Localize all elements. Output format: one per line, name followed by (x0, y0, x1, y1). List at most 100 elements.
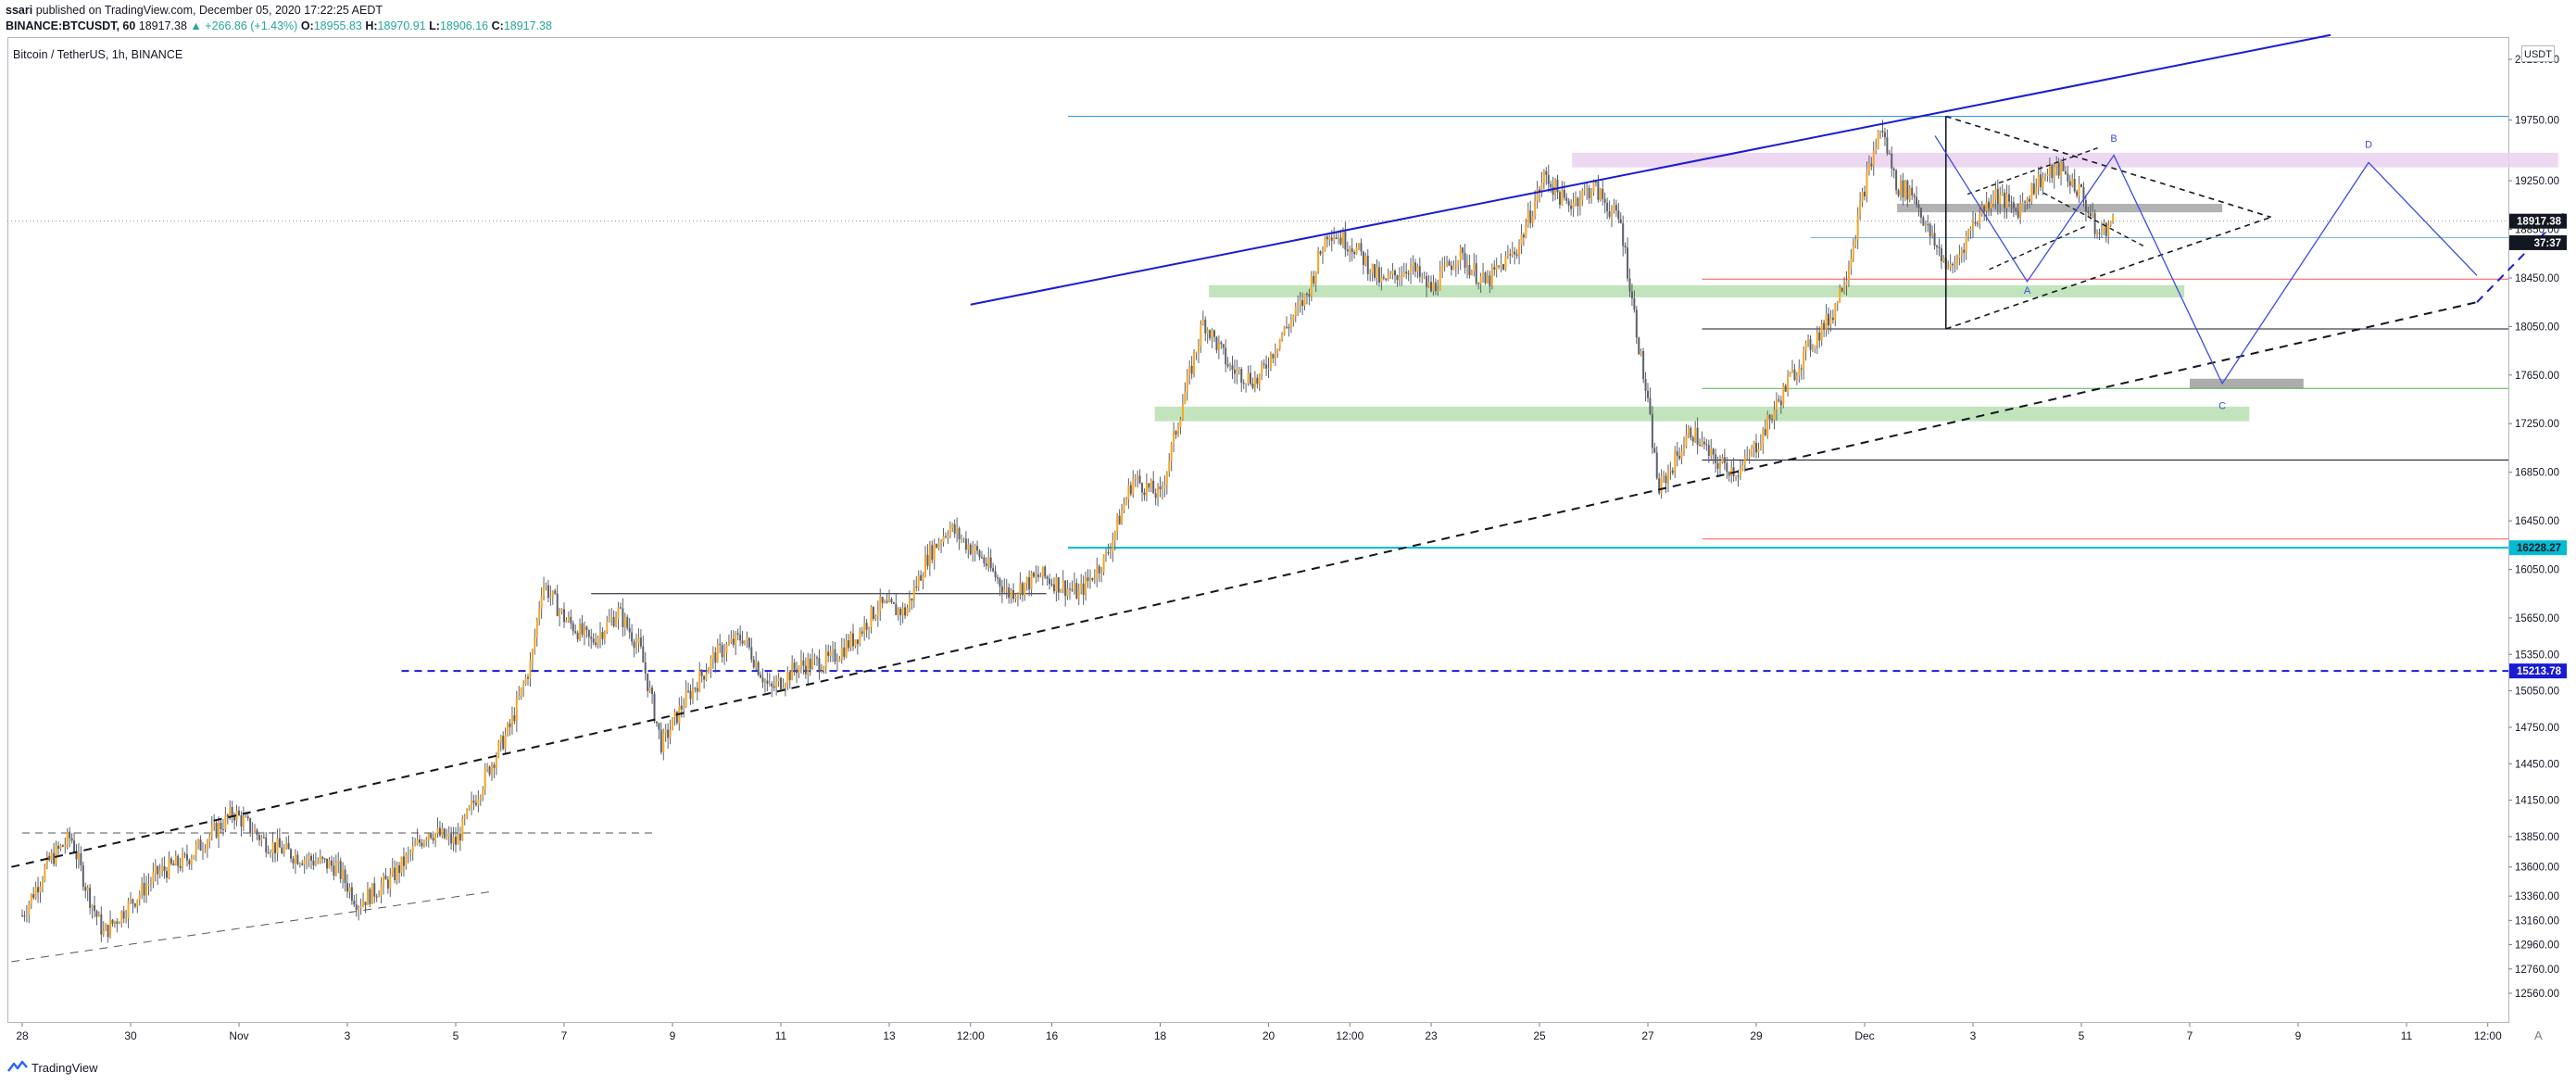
auto-scale-icon[interactable]: A (2534, 1028, 2543, 1042)
candle-body (2068, 181, 2071, 186)
candle-body (703, 675, 706, 680)
candle-body (1988, 201, 1991, 208)
candle-body (1588, 188, 1590, 198)
x-tick-label: 23 (1425, 1029, 1438, 1042)
candle-body (384, 876, 387, 880)
candle-body (1831, 317, 1834, 321)
candle-body (1823, 322, 1826, 330)
candle-body (1245, 383, 1248, 385)
candle-body (1407, 273, 1410, 275)
candle-body (1938, 246, 1941, 249)
candle-body (405, 854, 408, 866)
candle-body (1358, 243, 1360, 247)
candle-body (760, 675, 762, 678)
candle-body (1159, 486, 1162, 490)
candle-body (768, 683, 771, 685)
y-tick-label: 13600.00 (2515, 863, 2559, 874)
candle-body (1536, 189, 1539, 202)
candle-body (1624, 246, 1627, 248)
candle-body (961, 538, 962, 540)
candle-body (545, 585, 547, 587)
candle-body (39, 886, 42, 893)
candle-body (441, 828, 444, 836)
candle-body (107, 925, 109, 938)
candle-body (1418, 266, 1421, 277)
candle-body (1274, 352, 1276, 359)
chart-frame[interactable] (7, 37, 2509, 1023)
price-label-bg (2509, 213, 2567, 229)
candle-body (906, 607, 909, 616)
candle-body (766, 680, 769, 684)
candle-body (581, 623, 584, 635)
candle-body (1683, 446, 1685, 452)
candle-body (834, 649, 836, 662)
candle-body (1669, 470, 1672, 472)
candle-body (2037, 174, 2040, 188)
candle-body (741, 640, 744, 644)
y-tick-label: 16450.00 (2515, 516, 2559, 527)
candle-body (308, 855, 310, 860)
candle-body (1253, 377, 1256, 388)
candle-body (2071, 179, 2074, 186)
candle-body (471, 800, 473, 807)
candle-body (452, 837, 455, 844)
candle-body (1751, 448, 1753, 457)
candle-body (1261, 363, 1263, 374)
high-value: 18970.91 (377, 19, 426, 32)
candle-body (1324, 236, 1326, 252)
candle-body (1897, 190, 1900, 196)
candle-body (64, 844, 67, 847)
candle-body (2093, 212, 2096, 234)
candle-body (1655, 452, 1658, 479)
candle-body (507, 723, 509, 735)
candle-body (303, 859, 306, 865)
candle-body (1958, 255, 1961, 258)
candle-body (658, 723, 660, 730)
candle-body (1919, 208, 1922, 218)
candle-body (2008, 194, 2010, 202)
candle-body (2040, 174, 2042, 188)
candle-body (1437, 290, 1439, 292)
candle-body (1529, 210, 1532, 223)
x-tick-label: 18 (1154, 1029, 1167, 1042)
candle-body (2005, 194, 2008, 208)
candle-body (1789, 372, 1791, 377)
candle-body (1238, 369, 1240, 371)
candle-body (210, 826, 213, 837)
candle-body (556, 593, 559, 616)
candle-body (829, 651, 832, 656)
candle-body (660, 729, 662, 752)
candle-body (1999, 195, 2002, 205)
candle-body (482, 789, 484, 797)
candle-body (358, 907, 360, 911)
candle-body (1606, 202, 1609, 212)
candle-body (1250, 372, 1251, 385)
candle-body (1319, 251, 1322, 255)
candle-body (1613, 205, 1615, 211)
symbol-label: BINANCE:BTCUSDT, 60 (6, 19, 136, 32)
pattern-label-a: A (2024, 285, 2031, 296)
candle-body (400, 856, 403, 874)
candle-body (1834, 303, 1837, 321)
candle-body (595, 642, 597, 646)
candle-body (421, 842, 423, 847)
x-tick-label: 5 (453, 1029, 459, 1042)
candle-body (1554, 179, 1557, 195)
candle-body (1545, 170, 1548, 175)
candle-body (933, 544, 936, 561)
candle-body (116, 921, 119, 925)
candle-body (1653, 448, 1656, 453)
currency-badge[interactable]: USDT (2521, 45, 2555, 62)
candle-body (1071, 589, 1074, 591)
candle-body (1125, 498, 1127, 505)
candle-body (2051, 165, 2054, 179)
candle-body (221, 828, 224, 830)
candle-body (617, 607, 620, 620)
candle-body (254, 829, 257, 834)
candle-body (1046, 576, 1049, 579)
candle-body (937, 543, 940, 549)
candle-body (1276, 348, 1279, 353)
candle-body (334, 863, 337, 876)
candle-body (1967, 230, 1970, 236)
